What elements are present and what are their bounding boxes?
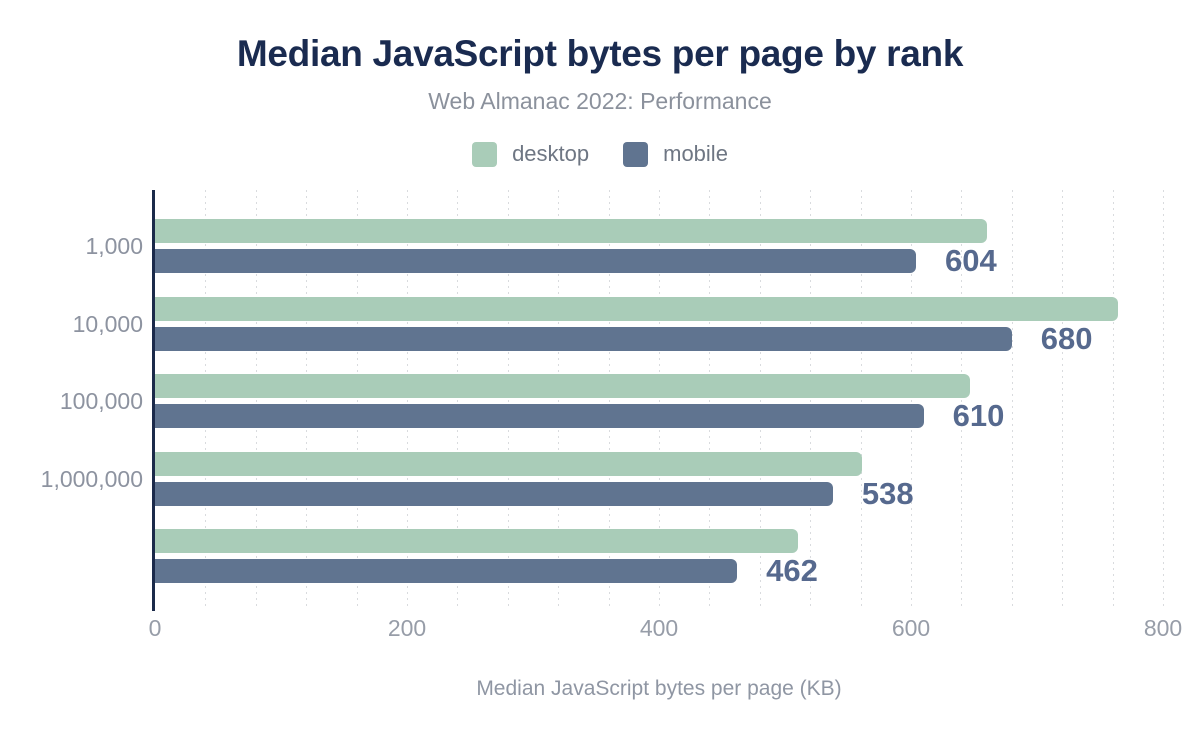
bar-mobile [155, 249, 917, 273]
gridline [1163, 190, 1164, 607]
x-axis-tick-label: 200 [387, 615, 427, 641]
bar-desktop [155, 296, 1118, 321]
gridline [205, 190, 207, 607]
gridline [1062, 190, 1064, 607]
y-axis-label: 1,000,000 [40, 465, 143, 492]
gridline [558, 190, 560, 607]
legend-swatch-icon [623, 141, 649, 167]
gridline [659, 190, 660, 607]
x-axis-tick-label: 800 [1143, 615, 1183, 641]
bar-desktop [155, 529, 798, 553]
gridline [810, 190, 812, 607]
gridline [911, 190, 912, 607]
gridline [961, 190, 963, 607]
gridline [255, 190, 257, 607]
bar-mobile [155, 404, 924, 428]
chart-title: Median JavaScript bytes per page by rank [236, 33, 964, 74]
legend-label: mobile [663, 141, 728, 166]
y-axis-line [152, 190, 155, 611]
x-axis-tick-label: 0 [148, 615, 162, 641]
y-axis-label: 10,000 [72, 310, 143, 337]
gridline [759, 190, 761, 607]
plot-area: 604 680 610 538 462 [152, 190, 1164, 611]
gridline [1112, 190, 1114, 607]
bar-value-label: 538 [861, 475, 914, 511]
legend-item-desktop[interactable]: desktop [472, 141, 589, 167]
bar-mobile [155, 559, 738, 583]
x-axis-tick-label: 600 [891, 615, 931, 641]
gridline [407, 190, 408, 607]
bar-value-label: 610 [952, 398, 1005, 433]
x-axis-title: Median JavaScript bytes per page (KB) [476, 677, 842, 700]
gridline [306, 190, 308, 607]
y-axis-label: 100,000 [59, 388, 143, 414]
bar-value-label: 462 [766, 553, 818, 588]
bar-mobile [155, 326, 1012, 351]
x-axis-tick-label: 400 [639, 615, 679, 641]
y-axis-label: 1,000 [85, 233, 143, 259]
bar-desktop [155, 451, 862, 476]
gridline [709, 190, 711, 607]
legend-label: desktop [512, 141, 590, 166]
bar-mobile [155, 481, 833, 506]
chart-subtitle: Web Almanac 2022: Performance [428, 88, 772, 114]
legend: desktop mobile [0, 141, 1200, 167]
gridline [860, 190, 862, 607]
bar-desktop [155, 219, 987, 243]
legend-swatch-icon [472, 141, 498, 167]
gridline [356, 190, 358, 607]
gridline [608, 190, 610, 607]
legend-item-mobile[interactable]: mobile [623, 141, 728, 167]
gridline [1011, 190, 1013, 607]
gridline [457, 190, 459, 607]
bar-value-label: 604 [945, 243, 997, 278]
bar-value-label: 680 [1040, 320, 1093, 356]
bar-desktop [155, 374, 971, 398]
gridline [507, 190, 509, 607]
